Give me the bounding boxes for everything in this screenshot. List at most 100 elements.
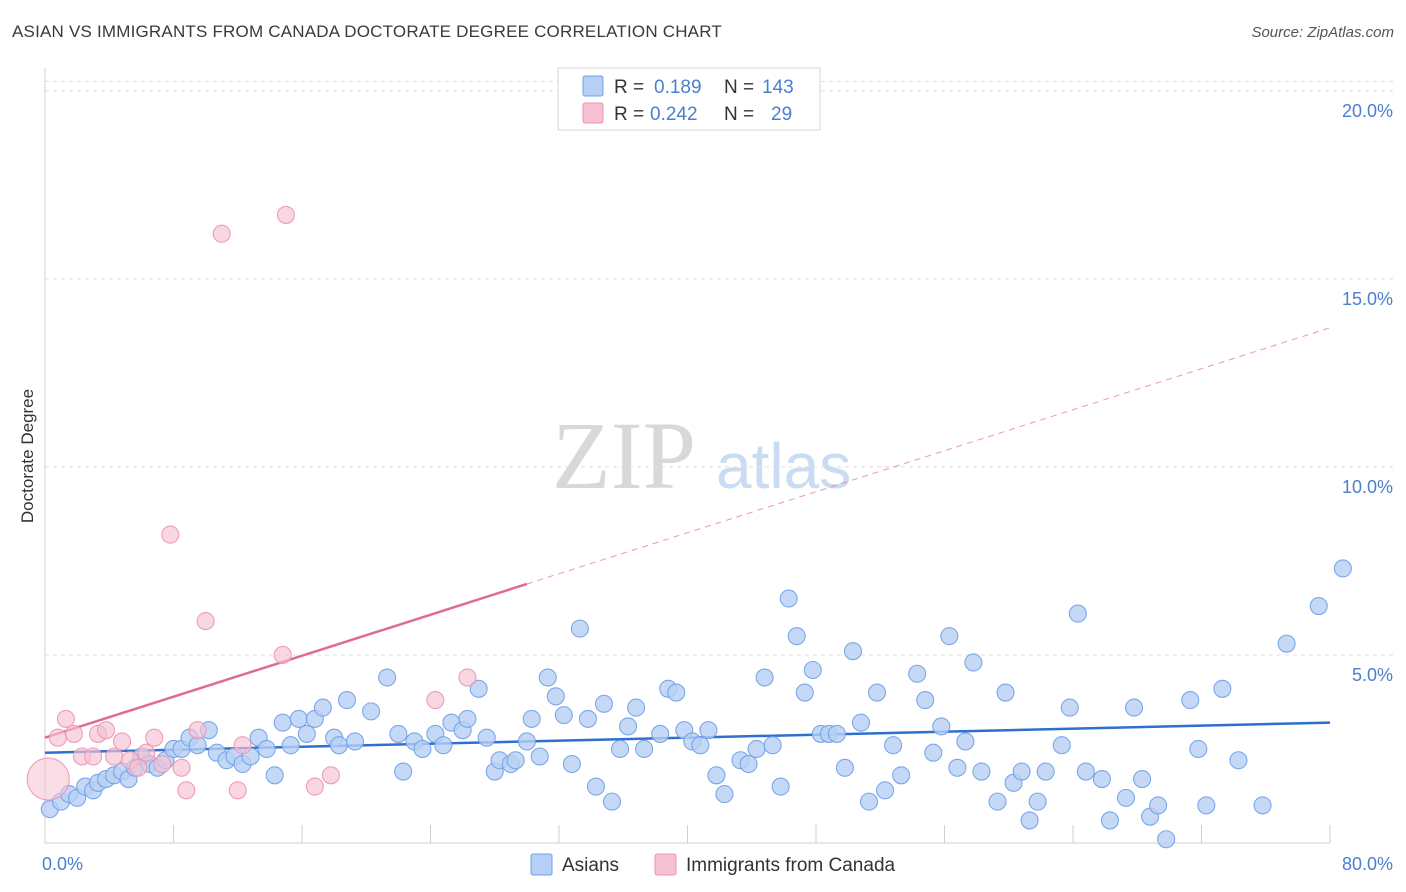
legend-n-value-asians: 143 bbox=[762, 77, 794, 98]
data-points bbox=[26, 205, 1352, 849]
canada-point-22 bbox=[233, 736, 252, 755]
canada-point-13 bbox=[145, 728, 164, 747]
axes bbox=[44, 68, 1331, 844]
asians-point-84 bbox=[755, 668, 774, 687]
asians-point-112 bbox=[996, 683, 1015, 702]
asians-point-63 bbox=[570, 619, 589, 638]
asians-point-70 bbox=[627, 698, 646, 717]
asians-point-120 bbox=[1068, 604, 1087, 623]
asians-point-56 bbox=[517, 732, 536, 751]
asians-point-69 bbox=[619, 717, 638, 736]
legend-r-value-canada: 0.242 bbox=[650, 104, 698, 125]
canada-point-12 bbox=[137, 743, 156, 762]
asians-point-36 bbox=[329, 736, 348, 755]
canada-point-0 bbox=[26, 757, 70, 801]
asians-point-108 bbox=[956, 732, 975, 751]
asians-point-86 bbox=[771, 777, 790, 796]
asians-point-38 bbox=[345, 732, 365, 751]
asians-point-79 bbox=[707, 766, 726, 785]
legend-n-value-canada: 29 bbox=[771, 104, 792, 125]
asians-point-130 bbox=[1181, 691, 1200, 710]
bottom-legend-label-asians: Asians bbox=[562, 855, 619, 876]
asians-point-116 bbox=[1028, 792, 1047, 811]
canada-point-15 bbox=[161, 525, 180, 544]
canada-point-28 bbox=[458, 668, 477, 687]
asians-point-100 bbox=[884, 736, 903, 755]
asians-point-27 bbox=[257, 739, 276, 759]
asians-point-61 bbox=[554, 706, 573, 725]
asians-point-74 bbox=[667, 683, 686, 702]
asians-point-62 bbox=[562, 754, 581, 774]
asians-point-132 bbox=[1197, 796, 1216, 815]
asians-point-71 bbox=[635, 739, 654, 759]
asians-point-95 bbox=[843, 642, 862, 661]
asians-point-66 bbox=[594, 694, 614, 713]
legend-r-label-asians: R = bbox=[614, 77, 644, 98]
asians-point-101 bbox=[892, 766, 911, 785]
canada-point-9 bbox=[113, 732, 132, 751]
legend-box: R = 0.189 N = 143 R = 0.242 N = 29 bbox=[557, 67, 821, 131]
canada-point-2 bbox=[56, 709, 75, 728]
asians-point-87 bbox=[779, 589, 798, 608]
canada-point-7 bbox=[96, 721, 116, 740]
canada-point-5 bbox=[84, 747, 103, 766]
asians-point-90 bbox=[803, 660, 822, 680]
legend-swatch-asians bbox=[582, 75, 604, 97]
bottom-legend-swatch-asians bbox=[530, 853, 553, 876]
asians-point-117 bbox=[1036, 762, 1055, 781]
asians-point-44 bbox=[413, 739, 432, 759]
y-tick-labels: 5.0% 10.0% 15.0% 20.0% bbox=[1342, 101, 1393, 685]
asians-point-97 bbox=[859, 792, 879, 811]
asians-point-110 bbox=[972, 762, 991, 781]
legend-n-label-canada: N = bbox=[724, 104, 754, 125]
legend-n-label-asians: N = bbox=[724, 77, 754, 98]
asians-point-131 bbox=[1189, 739, 1208, 759]
asians-point-41 bbox=[389, 724, 408, 743]
asians-point-83 bbox=[747, 739, 766, 759]
asians-point-80 bbox=[715, 785, 734, 804]
asians-point-136 bbox=[1277, 634, 1296, 653]
asians-point-123 bbox=[1100, 811, 1119, 830]
asians-point-107 bbox=[948, 758, 967, 777]
bottom-legend-label-canada: Immigrants from Canada bbox=[686, 855, 896, 876]
canada-point-24 bbox=[276, 205, 295, 224]
asians-point-57 bbox=[522, 709, 541, 728]
asians-point-67 bbox=[602, 792, 622, 811]
asians-point-129 bbox=[1157, 830, 1176, 849]
asians-point-31 bbox=[289, 709, 308, 728]
canada-point-21 bbox=[228, 781, 247, 800]
asians-point-28 bbox=[265, 766, 284, 785]
canada-point-18 bbox=[188, 721, 207, 740]
asians-point-118 bbox=[1052, 736, 1071, 755]
x-tick-label-0: 0.0% bbox=[42, 854, 83, 874]
asians-point-39 bbox=[362, 702, 381, 721]
asians-point-93 bbox=[827, 724, 846, 743]
canada-trend-extension bbox=[526, 327, 1331, 585]
canada-point-27 bbox=[426, 691, 445, 710]
asians-point-58 bbox=[530, 747, 549, 766]
asians-point-98 bbox=[867, 683, 887, 702]
canada-point-14 bbox=[153, 754, 172, 774]
asians-point-137 bbox=[1309, 597, 1328, 616]
asians-point-88 bbox=[787, 627, 806, 646]
asians-point-125 bbox=[1124, 698, 1144, 717]
asians-point-40 bbox=[378, 668, 397, 687]
asians-point-122 bbox=[1092, 770, 1111, 789]
legend-swatch-canada bbox=[582, 102, 604, 124]
asians-point-102 bbox=[908, 664, 927, 683]
asians-point-103 bbox=[916, 691, 935, 710]
asians-point-105 bbox=[932, 717, 951, 736]
x-tick-labels: 0.0% 80.0% bbox=[42, 854, 1393, 874]
asians-point-51 bbox=[477, 728, 496, 747]
asians-point-42 bbox=[394, 762, 413, 781]
asians-point-85 bbox=[763, 736, 782, 755]
asians-point-59 bbox=[538, 668, 557, 687]
asians-point-96 bbox=[851, 713, 871, 732]
source-credit: Source: ZipAtlas.com bbox=[1251, 24, 1394, 41]
asians-point-29 bbox=[273, 713, 292, 732]
asians-point-114 bbox=[1012, 762, 1031, 781]
asians-point-121 bbox=[1076, 762, 1095, 781]
asians-point-19 bbox=[188, 736, 207, 755]
asians-point-77 bbox=[691, 736, 710, 755]
asians-point-49 bbox=[458, 709, 477, 728]
